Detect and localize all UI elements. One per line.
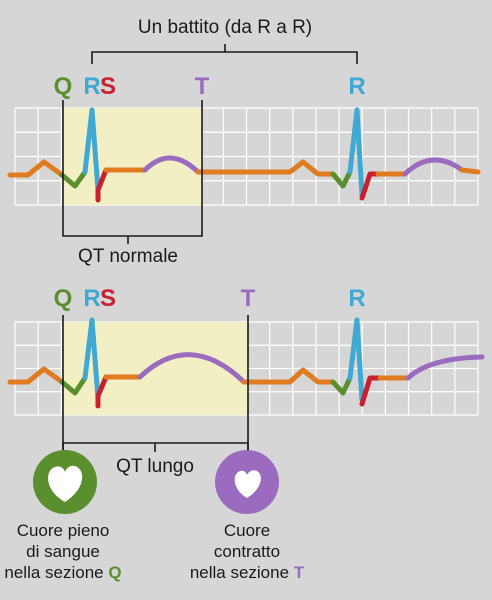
label-t: T <box>195 73 210 100</box>
label-r: R <box>83 285 100 312</box>
caption-line: di sangue <box>26 542 100 561</box>
title: Un battito (da R a R) <box>138 17 312 38</box>
caption-text: nella sezione <box>190 563 289 582</box>
infographic: Un battito (da R a R) Q R S T R QT norma… <box>0 0 492 600</box>
caption-line: nella sezione T <box>190 563 305 582</box>
label-r: R <box>348 73 365 100</box>
label-t: T <box>241 285 256 312</box>
caption-letter: Q <box>108 563 121 582</box>
interval-label: QT normale <box>78 246 178 267</box>
caption-line: nella sezione Q <box>4 563 121 582</box>
qt-highlight <box>63 108 202 205</box>
caption-text: nella sezione <box>4 563 103 582</box>
label-q: Q <box>54 285 73 312</box>
caption-line: Cuore pieno <box>17 521 110 540</box>
label-q: Q <box>54 73 73 100</box>
caption-line: contratto <box>214 542 280 561</box>
caption-line: Cuore <box>224 521 270 540</box>
caption-letter: T <box>294 563 305 582</box>
label-s: S <box>100 73 116 100</box>
label-r: R <box>348 285 365 312</box>
heart-icon <box>215 450 279 514</box>
interval-label: QT lungo <box>116 456 194 477</box>
heart-icon <box>33 450 97 514</box>
label-r: R <box>83 73 100 100</box>
label-s: S <box>100 285 116 312</box>
